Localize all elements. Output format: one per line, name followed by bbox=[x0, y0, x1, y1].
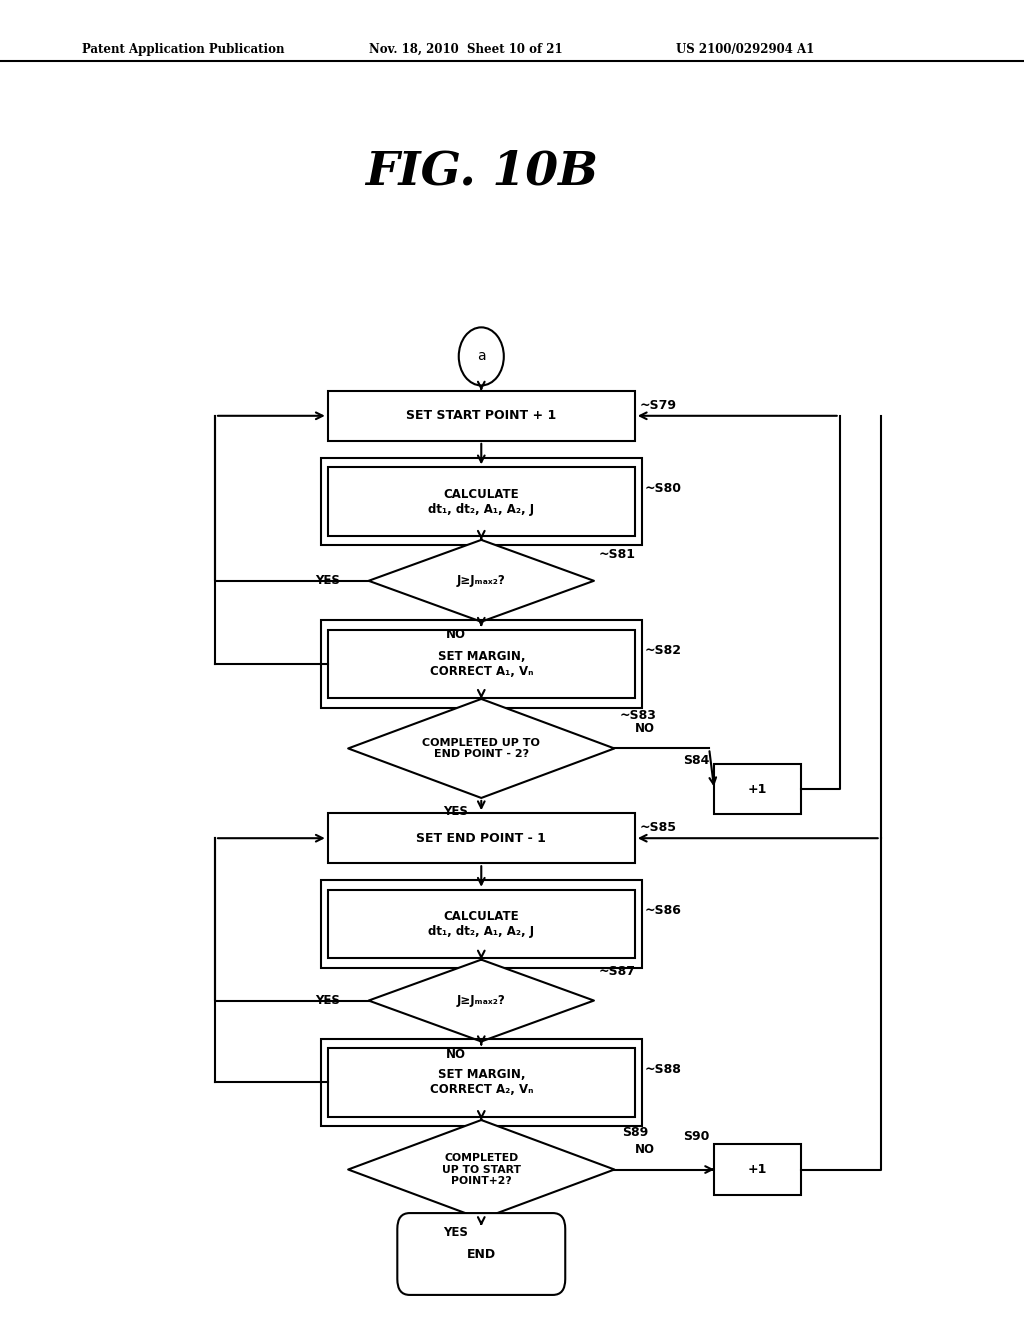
Bar bbox=[328, 1048, 635, 1117]
Text: ~S88: ~S88 bbox=[645, 1063, 682, 1076]
Text: Nov. 18, 2010  Sheet 10 of 21: Nov. 18, 2010 Sheet 10 of 21 bbox=[369, 42, 562, 55]
Bar bbox=[328, 813, 635, 863]
Text: END: END bbox=[467, 1247, 496, 1261]
Bar bbox=[321, 880, 642, 968]
Bar bbox=[328, 467, 635, 536]
Polygon shape bbox=[348, 1119, 614, 1220]
Bar bbox=[715, 1144, 801, 1195]
Text: FIG. 10B: FIG. 10B bbox=[365, 149, 598, 194]
Text: YES: YES bbox=[443, 1226, 468, 1238]
Text: SET END POINT - 1: SET END POINT - 1 bbox=[417, 832, 546, 845]
Bar bbox=[321, 458, 642, 545]
Text: CALCULATE
dt₁, dt₂, A₁, A₂, J: CALCULATE dt₁, dt₂, A₁, A₂, J bbox=[428, 909, 535, 939]
Circle shape bbox=[459, 327, 504, 385]
Text: US 2100/0292904 A1: US 2100/0292904 A1 bbox=[676, 42, 814, 55]
Text: NO: NO bbox=[635, 1143, 655, 1156]
Text: ~S79: ~S79 bbox=[640, 399, 677, 412]
Text: SET MARGIN,
CORRECT A₂, Vₙ: SET MARGIN, CORRECT A₂, Vₙ bbox=[429, 1068, 534, 1097]
Text: ~S80: ~S80 bbox=[645, 482, 682, 495]
Text: ~S85: ~S85 bbox=[640, 821, 677, 834]
Text: ~S82: ~S82 bbox=[645, 644, 682, 657]
Text: COMPLETED
UP TO START
POINT+2?: COMPLETED UP TO START POINT+2? bbox=[441, 1152, 521, 1187]
Bar bbox=[328, 890, 635, 958]
Text: SET START POINT + 1: SET START POINT + 1 bbox=[407, 409, 556, 422]
Text: SET MARGIN,
CORRECT A₁, Vₙ: SET MARGIN, CORRECT A₁, Vₙ bbox=[429, 649, 534, 678]
Bar bbox=[321, 1039, 642, 1126]
Text: S90: S90 bbox=[683, 1130, 709, 1143]
Text: Patent Application Publication: Patent Application Publication bbox=[82, 42, 285, 55]
Text: ~S87: ~S87 bbox=[599, 965, 636, 978]
Bar bbox=[715, 764, 801, 814]
Text: NO: NO bbox=[445, 628, 466, 642]
Text: YES: YES bbox=[315, 574, 340, 587]
Polygon shape bbox=[348, 700, 614, 797]
Text: S89: S89 bbox=[623, 1126, 649, 1139]
Text: YES: YES bbox=[315, 994, 340, 1007]
Text: J≥Jₘₐₓ₂?: J≥Jₘₐₓ₂? bbox=[457, 574, 506, 587]
Text: YES: YES bbox=[443, 805, 468, 817]
Bar bbox=[328, 630, 635, 698]
Bar bbox=[321, 620, 642, 708]
Text: +1: +1 bbox=[749, 1163, 767, 1176]
Polygon shape bbox=[369, 540, 594, 622]
Text: NO: NO bbox=[445, 1048, 466, 1061]
Text: ~S86: ~S86 bbox=[645, 904, 682, 917]
FancyBboxPatch shape bbox=[397, 1213, 565, 1295]
Text: CALCULATE
dt₁, dt₂, A₁, A₂, J: CALCULATE dt₁, dt₂, A₁, A₂, J bbox=[428, 487, 535, 516]
Text: a: a bbox=[477, 350, 485, 363]
Text: ~S81: ~S81 bbox=[599, 548, 636, 561]
Text: NO: NO bbox=[635, 722, 655, 735]
Text: COMPLETED UP TO
END POINT - 2?: COMPLETED UP TO END POINT - 2? bbox=[422, 738, 541, 759]
Text: S84: S84 bbox=[683, 754, 709, 767]
Text: J≥Jₘₐₓ₂?: J≥Jₘₐₓ₂? bbox=[457, 994, 506, 1007]
Polygon shape bbox=[369, 960, 594, 1041]
Text: +1: +1 bbox=[749, 783, 767, 796]
Bar bbox=[328, 391, 635, 441]
Text: ~S83: ~S83 bbox=[620, 709, 656, 722]
